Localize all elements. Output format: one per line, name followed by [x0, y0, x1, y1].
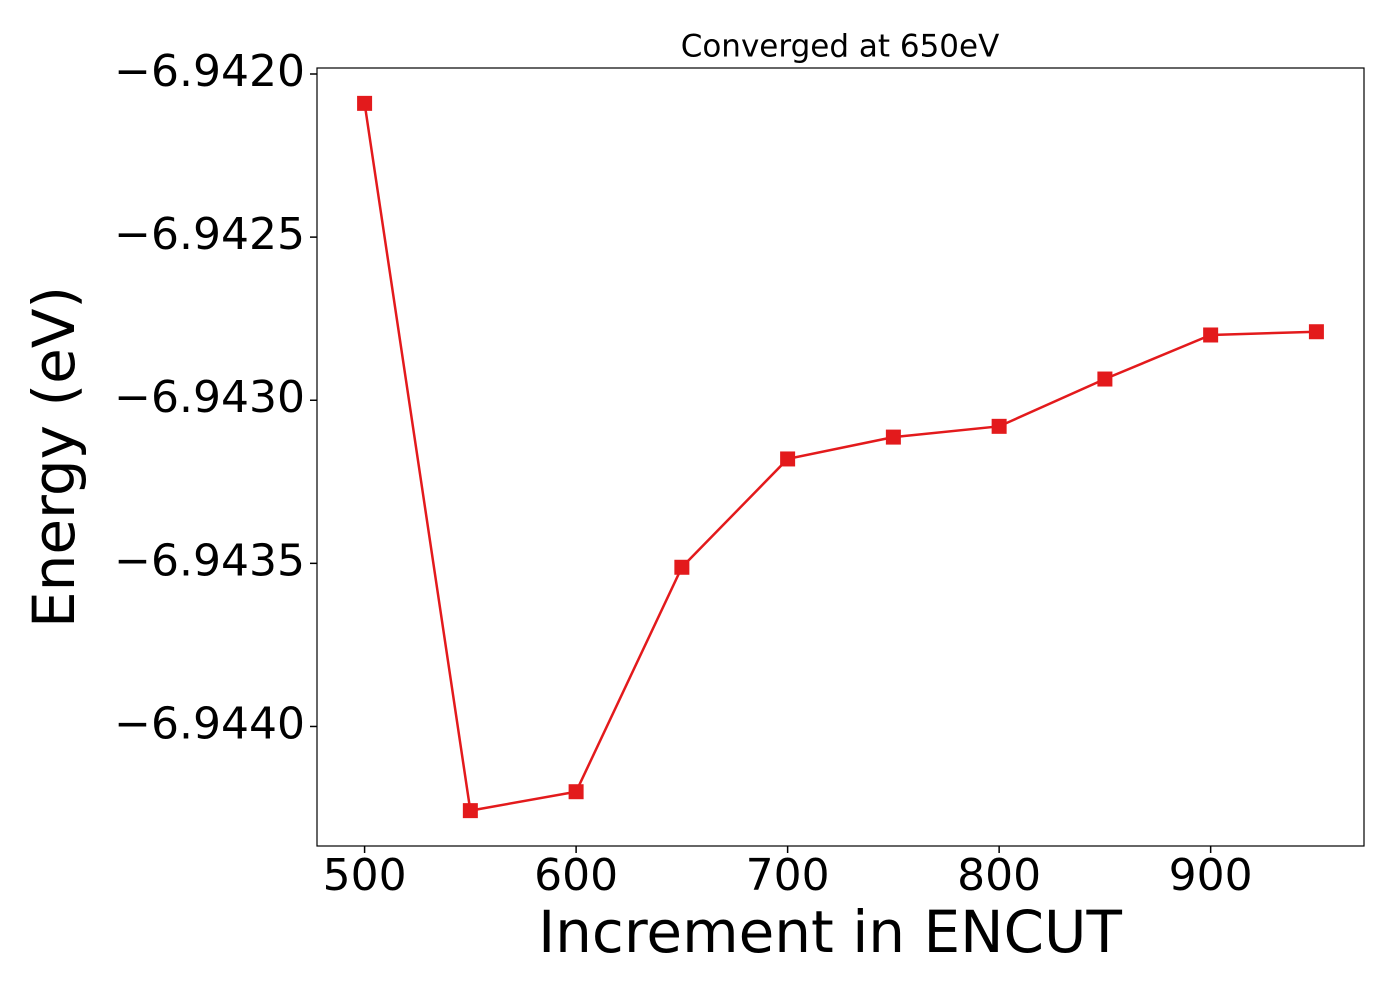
- y-tick-label: −6.9435: [114, 535, 305, 586]
- x-tick-label: 800: [957, 850, 1041, 901]
- data-point: [1097, 371, 1113, 387]
- x-tick-label: 600: [534, 850, 618, 901]
- data-point: [885, 429, 901, 445]
- y-tick-label: −6.9440: [114, 698, 305, 749]
- y-axis-label: Energy (eV): [20, 286, 88, 628]
- x-tick-label: 500: [323, 850, 407, 901]
- data-point: [568, 784, 584, 800]
- y-tick-label: −6.9425: [114, 209, 305, 260]
- data-point: [1203, 327, 1219, 343]
- y-tick-label: −6.9420: [114, 46, 305, 97]
- y-tick-label: −6.9430: [114, 372, 305, 423]
- data-point: [357, 95, 373, 111]
- plot-frame: [316, 67, 1365, 847]
- data-point: [991, 418, 1007, 434]
- x-axis-label: Increment in ENCUT: [538, 898, 1122, 966]
- data-point: [462, 803, 478, 819]
- data-point: [780, 451, 796, 467]
- data-point: [674, 559, 690, 575]
- chart-title: Converged at 650eV: [681, 29, 1000, 65]
- x-tick-label: 700: [746, 850, 830, 901]
- x-tick-label: 900: [1169, 850, 1253, 901]
- data-point: [1308, 324, 1324, 340]
- series-line: [363, 103, 1317, 813]
